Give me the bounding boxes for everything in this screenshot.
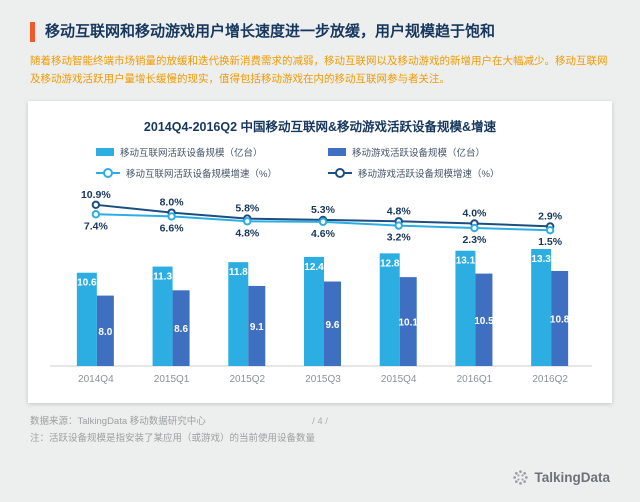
svg-text:5.3%: 5.3% [311, 204, 336, 216]
svg-text:2015Q4: 2015Q4 [381, 374, 417, 385]
svg-text:11.3: 11.3 [153, 271, 172, 282]
svg-text:2015Q2: 2015Q2 [229, 374, 265, 385]
svg-text:13.1: 13.1 [456, 255, 476, 266]
svg-text:5.8%: 5.8% [235, 202, 260, 214]
page-number: / 4 / [312, 415, 328, 427]
svg-text:4.0%: 4.0% [462, 207, 487, 219]
svg-text:10.8: 10.8 [550, 314, 570, 325]
svg-text:11.8: 11.8 [229, 267, 248, 278]
svg-text:9.1: 9.1 [250, 322, 264, 333]
svg-text:2.3%: 2.3% [462, 234, 487, 246]
svg-text:12.4: 12.4 [304, 262, 324, 273]
svg-text:10.9%: 10.9% [81, 189, 111, 201]
legend-swatch-internet-bar [96, 147, 114, 156]
svg-text:10.6: 10.6 [77, 277, 97, 288]
data-source: 数据来源：TalkingData 移动数据研究中心 [30, 415, 206, 427]
legend-swatch-internet-line [96, 167, 120, 178]
svg-text:4.6%: 4.6% [311, 228, 336, 240]
svg-text:4.8%: 4.8% [387, 205, 412, 217]
svg-text:7.4%: 7.4% [84, 220, 109, 232]
svg-text:6.6%: 6.6% [160, 222, 185, 234]
svg-text:4.8%: 4.8% [235, 227, 260, 239]
svg-text:13.3: 13.3 [531, 254, 551, 265]
svg-text:10.1: 10.1 [398, 317, 418, 328]
chart-legend: 移动互联网活跃设备规模（亿台） 移动游戏活跃设备规模（亿台） 移动互联网活跃设备… [96, 145, 544, 180]
svg-text:8.6: 8.6 [174, 324, 188, 335]
svg-text:9.6: 9.6 [326, 320, 340, 331]
legend-label-internet-growth: 移动互联网活跃设备规模增速（%） [126, 168, 277, 180]
legend-item-internet-growth: 移动互联网活跃设备规模增速（%） [96, 166, 328, 180]
legend-label-game-devices: 移动游戏活跃设备规模（亿台） [352, 147, 486, 159]
chart-svg: 10.6 8.0 2014Q4 11.3 8.6 2015Q1 11.8 9.1 2015Q2 1… [50, 189, 592, 385]
svg-text:12.8: 12.8 [380, 258, 400, 269]
talkingdata-logo-icon [513, 470, 529, 485]
page: { "header": { "title": "移动互联网和移动游戏用户增长速度… [0, 22, 640, 502]
svg-text:3.2%: 3.2% [387, 231, 412, 243]
talkingdata-logo-text: TalkingData [534, 470, 610, 485]
svg-text:8.0%: 8.0% [160, 196, 185, 208]
talkingdata-logo: TalkingData [512, 469, 610, 486]
svg-text:1.5%: 1.5% [538, 236, 563, 248]
svg-text:2016Q1: 2016Q1 [457, 374, 493, 385]
chart-card: 2014Q4-2016Q2 中国移动互联网&移动游戏活跃设备规模&增速 移动互联… [28, 100, 612, 403]
svg-text:2016Q2: 2016Q2 [532, 374, 568, 385]
chart-title: 2014Q4-2016Q2 中国移动互联网&移动游戏活跃设备规模&增速 [143, 119, 497, 134]
svg-text:2014Q4: 2014Q4 [78, 374, 114, 385]
legend-label-game-growth: 移动游戏活跃设备规模增速（%） [358, 168, 500, 180]
headline: 移动互联网和移动游戏用户增长速度进一步放缓，用户规模趋于饱和 [30, 22, 612, 42]
header: 移动互联网和移动游戏用户增长速度进一步放缓，用户规模趋于饱和 随着移动智能终端市… [30, 22, 612, 89]
svg-text:2015Q3: 2015Q3 [305, 374, 341, 385]
legend-item-game-growth: 移动游戏活跃设备规模增速（%） [328, 166, 544, 180]
footer-source-line: 数据来源：TalkingData 移动数据研究中心 / 4 / [30, 413, 610, 430]
svg-text:8.0: 8.0 [98, 327, 112, 338]
footer-note: 注：活跃设备规模是指安装了某应用（或游戏）的当前使用设备数量 [30, 432, 316, 444]
svg-text:2015Q1: 2015Q1 [154, 374, 190, 385]
legend-item-internet-devices: 移动互联网活跃设备规模（亿台） [96, 145, 328, 159]
legend-swatch-game-line [328, 167, 352, 178]
footer: 数据来源：TalkingData 移动数据研究中心 / 4 / 注：活跃设备规模… [30, 413, 610, 447]
legend-label-internet-devices: 移动互联网活跃设备规模（亿台） [120, 147, 263, 159]
svg-text:10.5: 10.5 [474, 316, 494, 327]
legend-item-game-devices: 移动游戏活跃设备规模（亿台） [328, 145, 544, 159]
svg-text:2.9%: 2.9% [538, 210, 563, 222]
header-description: 随着移动智能终端市场销量的放缓和迭代换新消费需求的减弱，移动互联网以及移动游戏的… [30, 55, 608, 86]
legend-swatch-game-bar [328, 147, 346, 156]
